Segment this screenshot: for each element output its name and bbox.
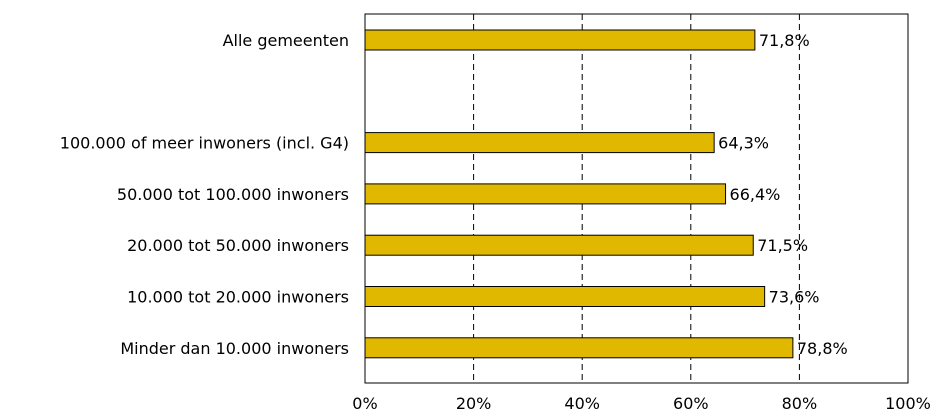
value-label: 66,4% (730, 185, 781, 204)
bar (364, 183, 727, 205)
x-tick-label: 100% (885, 394, 931, 410)
value-label: 78,8% (797, 339, 848, 358)
x-tick-label: 80% (782, 394, 818, 410)
value-label: 64,3% (718, 134, 769, 153)
category-label: 100.000 of meer inwoners (incl. G4) (60, 134, 349, 153)
x-tick-labels: 0% 20% 40% 60% 80% 100% (352, 394, 931, 410)
bar (364, 29, 756, 51)
category-label: Alle gemeenten (223, 31, 349, 50)
bars (364, 29, 794, 359)
category-label: 10.000 tot 20.000 inwoners (127, 288, 349, 307)
x-tick-label: 20% (456, 394, 492, 410)
bar (364, 337, 794, 359)
category-label: Minder dan 10.000 inwoners (120, 339, 349, 358)
x-tick-label: 40% (564, 394, 600, 410)
x-tick-label: 0% (352, 394, 377, 410)
value-label: 71,5% (757, 236, 808, 255)
bar (364, 132, 715, 154)
category-label: 20.000 tot 50.000 inwoners (127, 236, 349, 255)
category-label: 50.000 tot 100.000 inwoners (117, 185, 349, 204)
bar (364, 286, 766, 307)
x-tick-label: 60% (673, 394, 709, 410)
value-labels: 71,8% 64,3% 66,4% 71,5% 73,6% 78,8% (718, 31, 848, 358)
category-labels: Alle gemeenten 100.000 of meer inwoners (… (60, 31, 349, 358)
bar (364, 234, 754, 256)
value-label: 73,6% (769, 288, 820, 307)
value-label: 71,8% (759, 31, 810, 50)
